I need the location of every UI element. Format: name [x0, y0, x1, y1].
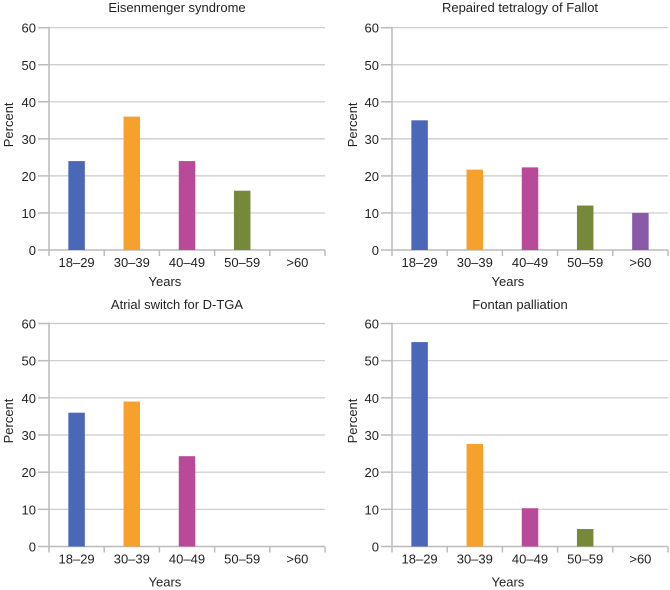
x-category-label: >60 [629, 552, 651, 567]
y-axis-label: Percent [1, 102, 16, 147]
y-tick-label: 30 [365, 428, 379, 443]
y-tick-label: 50 [365, 354, 379, 369]
y-tick-label: 30 [22, 132, 36, 147]
x-category-label: 50–59 [224, 552, 260, 567]
x-category-label: 40–49 [512, 552, 548, 567]
y-tick-label: 50 [22, 58, 36, 73]
y-tick-label: 10 [365, 206, 379, 221]
bar-over-60 [632, 212, 649, 250]
y-axis-label: Percent [1, 398, 16, 443]
y-tick-label: 20 [365, 465, 379, 480]
y-tick-label: 10 [22, 206, 36, 221]
y-tick-label: 0 [29, 540, 36, 555]
bar-40-49 [521, 508, 539, 547]
y-tick-label: 60 [22, 21, 36, 36]
bar-30-39 [123, 116, 141, 251]
x-category-label: 40–49 [169, 552, 205, 567]
y-axis-label: Percent [345, 102, 360, 147]
x-axis-label: Years [149, 575, 182, 590]
chart-title: Eisenmenger syndrome [108, 0, 245, 15]
bar-50-59 [576, 529, 594, 547]
bar-30-39 [123, 401, 141, 547]
x-category-label: >60 [286, 552, 308, 567]
chart-panel-atrial-switch-for-d-tga: Atrial switch for D-TGA 0 10 20 30 40 50 60 18–2… [1, 297, 326, 590]
y-tick-label: 20 [365, 169, 379, 184]
chart-title: Fontan palliation [472, 297, 567, 312]
y-tick-label: 0 [372, 540, 379, 555]
bar-18-29 [68, 412, 85, 547]
y-tick-label: 60 [365, 21, 379, 36]
y-tick-label: 40 [22, 95, 36, 110]
bar-40-49 [178, 161, 196, 250]
y-tick-label: 10 [22, 502, 36, 517]
y-tick-label: 50 [22, 354, 36, 369]
x-category-label: 18–29 [59, 255, 95, 270]
y-tick-label: 40 [22, 391, 36, 406]
x-axis-label: Years [492, 575, 525, 590]
bar-18-29 [68, 161, 85, 250]
x-category-label: 30–39 [114, 255, 150, 270]
y-tick-label: 20 [22, 465, 36, 480]
y-tick-label: 60 [365, 317, 379, 332]
y-tick-label: 30 [22, 428, 36, 443]
bar-50-59 [233, 190, 251, 250]
x-category-label: 40–49 [512, 255, 548, 270]
y-tick-label: 20 [22, 169, 36, 184]
x-category-label: 50–59 [567, 255, 603, 270]
bar-40-49 [178, 456, 196, 547]
y-tick-label: 40 [365, 391, 379, 406]
x-axis-label: Years [492, 274, 525, 289]
x-category-label: 50–59 [567, 552, 603, 567]
y-tick-label: 0 [29, 243, 36, 258]
bar-30-39 [466, 169, 484, 250]
x-category-label: 18–29 [59, 552, 95, 567]
x-category-label: 30–39 [114, 552, 150, 567]
x-category-label: 18–29 [402, 552, 438, 567]
y-tick-label: 60 [22, 317, 36, 332]
x-category-label: >60 [629, 255, 651, 270]
bar-30-39 [466, 443, 484, 547]
x-category-label: 30–39 [457, 552, 493, 567]
chart-panel-fontan-palliation: Fontan palliation 0 10 20 30 40 50 60 18–29 30–39… [345, 297, 669, 590]
y-tick-label: 50 [365, 58, 379, 73]
x-category-label: 18–29 [402, 255, 438, 270]
y-axis-label: Percent [345, 398, 360, 443]
bar-18-29 [411, 120, 428, 250]
chart-panel-eisenmenger-syndrome: Eisenmenger syndrome 0 10 20 30 40 50 60 18–29 30… [1, 0, 326, 289]
x-category-label: 30–39 [457, 255, 493, 270]
y-tick-label: 0 [372, 243, 379, 258]
bar-40-49 [521, 167, 539, 250]
x-category-label: 40–49 [169, 255, 205, 270]
y-tick-label: 30 [365, 132, 379, 147]
x-category-label: >60 [286, 255, 308, 270]
x-category-label: 50–59 [224, 255, 260, 270]
x-axis-label: Years [149, 274, 182, 289]
bar-18-29 [411, 342, 428, 547]
y-tick-label: 40 [365, 95, 379, 110]
chart-title: Repaired tetralogy of Fallot [442, 0, 598, 15]
chart-panel-repaired-tetralogy-of-fallot: Repaired tetralogy of Fallot 0 10 20 30 40 50 6… [345, 0, 669, 289]
chart-title: Atrial switch for D-TGA [111, 297, 244, 312]
bar-50-59 [576, 205, 594, 250]
y-tick-label: 10 [365, 502, 379, 517]
